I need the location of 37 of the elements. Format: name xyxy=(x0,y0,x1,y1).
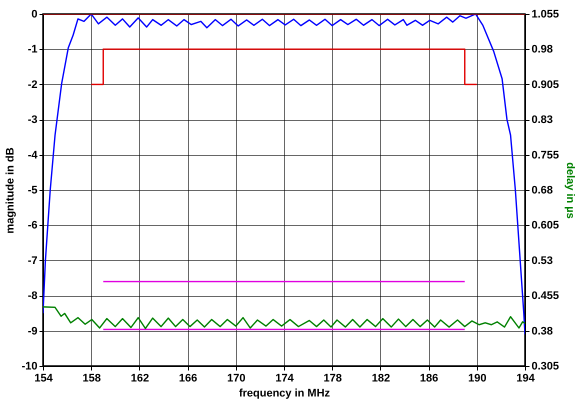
y2-tick-label: 0.755 xyxy=(532,149,560,162)
y2-tick-label: 0.605 xyxy=(532,220,560,232)
y2-axis-title: delay in µs xyxy=(564,162,576,219)
y-tick-label: -6 xyxy=(28,220,38,232)
x-tick-label: 174 xyxy=(275,372,295,384)
x-tick-label: 154 xyxy=(34,372,54,384)
y-tick-label: 0 xyxy=(31,8,38,20)
y-tick-label: -4 xyxy=(28,149,38,162)
y-tick-label: -10 xyxy=(22,360,38,372)
y-tick-label: -5 xyxy=(28,184,38,196)
line-series xyxy=(43,306,525,330)
y-tick-label: -9 xyxy=(28,325,38,338)
x-tick-label: 158 xyxy=(82,372,101,384)
y-tick-label: -8 xyxy=(28,290,38,302)
y-tick-label: -7 xyxy=(28,254,38,267)
x-tick-label: 170 xyxy=(227,372,246,384)
y2-tick-label: 0.98 xyxy=(532,44,553,56)
x-tick-label: 166 xyxy=(178,372,198,384)
y2-tick-label: 1.055 xyxy=(532,8,560,20)
x-tick-label: 190 xyxy=(468,372,486,384)
y2-tick-label: 0.68 xyxy=(532,184,553,196)
y-tick-label: -3 xyxy=(28,114,38,126)
x-tick-label: 178 xyxy=(324,372,342,384)
y-axis-title: magnitude in dB xyxy=(4,147,17,234)
x-tick-label: 194 xyxy=(516,372,536,384)
y-tick-label: -1 xyxy=(28,44,38,56)
y2-tick-label: 0.455 xyxy=(532,290,560,302)
x-tick-label: 162 xyxy=(130,372,150,384)
x-axis-title: frequency in MHz xyxy=(238,388,331,400)
y2-tick-label: 0.83 xyxy=(532,114,553,126)
x-tick-label: 182 xyxy=(372,372,390,384)
x-tick-label: 186 xyxy=(420,372,438,384)
y2-tick-label: 0.38 xyxy=(532,325,553,338)
y2-tick-label: 0.905 xyxy=(532,78,560,91)
y-tick-label: -2 xyxy=(28,78,38,91)
y2-tick-label: 0.305 xyxy=(532,360,560,372)
y2-tick-label: 0.53 xyxy=(532,254,553,267)
